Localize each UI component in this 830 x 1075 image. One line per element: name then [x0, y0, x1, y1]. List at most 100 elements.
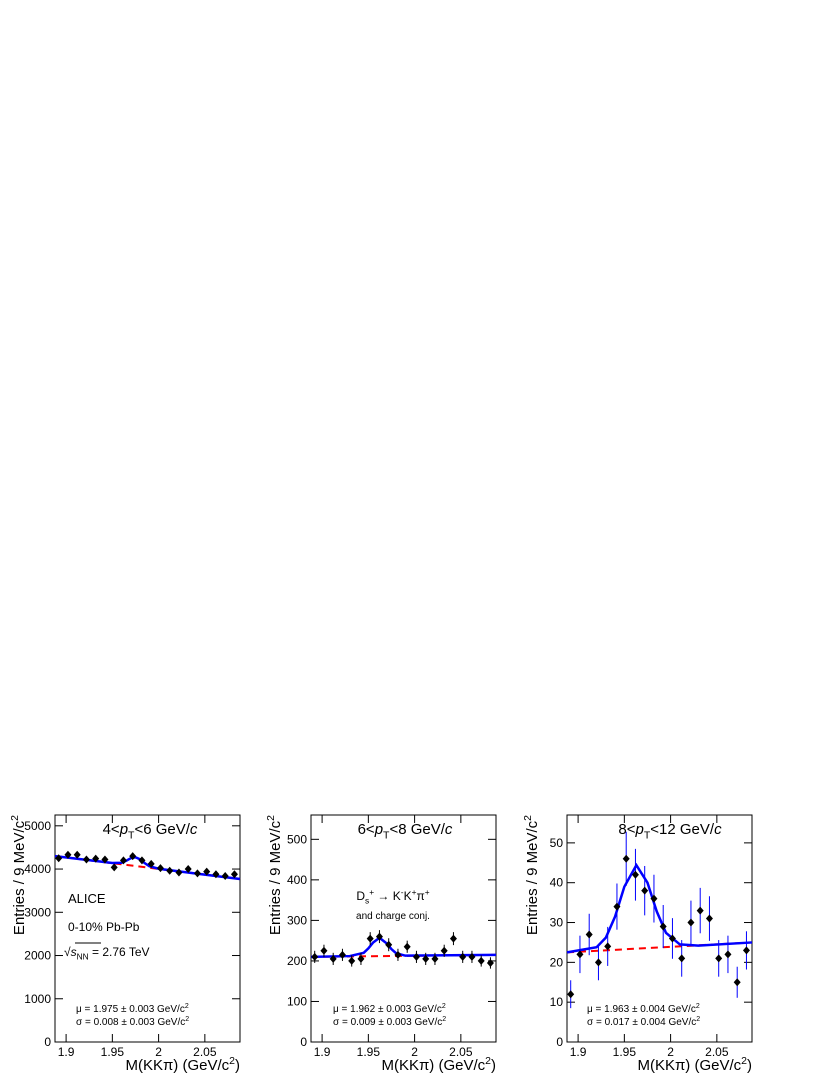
data-point: [92, 854, 100, 863]
annotation-part: c: [437, 1004, 442, 1015]
annotation-part: 2: [696, 1003, 700, 1010]
data-point: [403, 942, 411, 951]
y-tick-label: 30: [550, 916, 564, 930]
y-tick-label: 4000: [24, 862, 51, 876]
y-tick-label: 500: [287, 832, 307, 846]
data-point: [604, 942, 612, 951]
y-tick-label: 1000: [24, 992, 51, 1006]
y-tick-label: 20: [550, 955, 564, 969]
data-point: [576, 950, 584, 959]
panel-title: 8<pT<12 GeV/c: [618, 821, 722, 842]
x-tick-label: 2: [667, 1045, 674, 1059]
y-tick-label: 0: [556, 1035, 563, 1049]
panel-title-part: c: [445, 821, 453, 838]
data-point: [724, 950, 732, 959]
annotation-part: π: [416, 889, 424, 903]
x-tick-label: 1.9: [314, 1045, 331, 1059]
data-point: [156, 864, 164, 873]
x-axis-title-part: 2: [485, 1055, 491, 1067]
annotation-part: 2: [696, 1016, 700, 1023]
annotation-part: s: [365, 896, 369, 906]
panel-title-part: T: [644, 830, 651, 842]
y-axis-title-part: c: [267, 820, 284, 828]
annotation-part: 0-10% Pb-Pb: [68, 920, 140, 934]
panel-title-part: p: [374, 821, 383, 838]
annotation-part: μ = 1.975 ± 0.003 GeV/: [76, 1004, 180, 1015]
data-point: [320, 946, 328, 955]
annotation-part: +: [369, 887, 374, 897]
x-tick-label: 2: [155, 1045, 162, 1059]
annotation-part: σ = 0.017 ± 0.004 GeV/: [587, 1017, 691, 1028]
annotation-part: c: [437, 1017, 442, 1028]
y-tick-label: 3000: [24, 905, 51, 919]
panel-title-part: T: [383, 830, 390, 842]
data-point: [687, 918, 695, 927]
annotation-part: 2: [185, 1003, 189, 1010]
x-tick-label: 2.05: [449, 1045, 473, 1059]
annotation-part: c: [691, 1004, 696, 1015]
x-axis-title-part: M(KKπ) (GeV/: [125, 1057, 222, 1074]
x-tick-label: 1.9: [58, 1045, 75, 1059]
x-axis-title-part: ): [235, 1057, 240, 1074]
annotation-part: 2: [185, 1016, 189, 1023]
x-axis-title-part: M(KKπ) (GeV/: [637, 1057, 734, 1074]
x-axis-title-part: 2: [229, 1055, 235, 1067]
x-axis-title-part: M(KKπ) (GeV/: [381, 1057, 478, 1074]
y-axis-title-part: Entries / 9 MeV/: [267, 828, 284, 936]
data-point: [119, 856, 127, 865]
annotation: μ = 1.975 ± 0.003 GeV/c2: [76, 1003, 189, 1015]
annotation-part: σ = 0.009 ± 0.003 GeV/: [333, 1017, 437, 1028]
data-point: [82, 855, 90, 864]
annotation-part: c: [180, 1017, 185, 1028]
x-tick-label: 2.05: [193, 1045, 217, 1059]
data-point: [55, 854, 63, 863]
fit-curve: [310, 936, 497, 959]
data-point: [422, 954, 430, 963]
annotation-part: +: [412, 887, 417, 897]
data-point: [459, 952, 467, 961]
annotation: 0-10% Pb-Pb: [68, 920, 140, 934]
annotation: Ds+ → K-K+π+: [356, 887, 429, 905]
data-point: [440, 946, 448, 955]
data-point: [101, 855, 109, 864]
y-axis-title-part: 2: [9, 815, 21, 821]
panel-title-part: T: [128, 830, 135, 842]
y-tick-label: 50: [550, 836, 564, 850]
panel-title-part: p: [635, 821, 644, 838]
annotation-part: 2: [442, 1003, 446, 1010]
annotation: and charge conj.: [356, 911, 430, 922]
x-axis-title-part: 2: [741, 1055, 747, 1067]
data-point: [348, 956, 356, 965]
data-point: [650, 894, 658, 903]
annotation-part: √: [64, 945, 71, 959]
data-point: [486, 958, 494, 967]
data-point: [184, 865, 192, 874]
x-axis-title-part: c: [222, 1057, 230, 1074]
data-point: [147, 859, 155, 868]
y-axis-title: Entries / 9 MeV/c2: [9, 815, 28, 935]
data-point: [622, 854, 630, 863]
x-tick-label: 1.95: [613, 1045, 637, 1059]
plot-frame: [310, 814, 497, 1043]
x-axis-title: M(KKπ) (GeV/c2): [381, 1055, 496, 1074]
data-point: [696, 906, 704, 915]
x-axis-title: M(KKπ) (GeV/c2): [637, 1055, 752, 1074]
annotation: σ = 0.009 ± 0.003 GeV/c2: [333, 1016, 446, 1028]
panel-title-part: <6 GeV/: [134, 821, 190, 838]
annotation-part: -: [401, 887, 404, 897]
fit-curve: [566, 862, 753, 954]
y-tick-label: 200: [287, 954, 307, 968]
data-point: [175, 868, 183, 877]
panel-title-part: <8 GeV/: [389, 821, 445, 838]
annotation-part: μ = 1.963 ± 0.004 GeV/: [587, 1004, 691, 1015]
annotation-part: 2: [442, 1016, 446, 1023]
data-point: [230, 870, 238, 879]
y-axis-title: Entries / 9 MeV/c2: [522, 815, 541, 935]
data-point: [73, 850, 81, 859]
data-point: [715, 954, 723, 963]
data-point: [129, 852, 137, 861]
data-point: [477, 956, 485, 965]
data-point: [659, 922, 667, 931]
data-point: [631, 870, 639, 879]
y-axis-title-part: Entries / 9 MeV/: [11, 828, 28, 936]
